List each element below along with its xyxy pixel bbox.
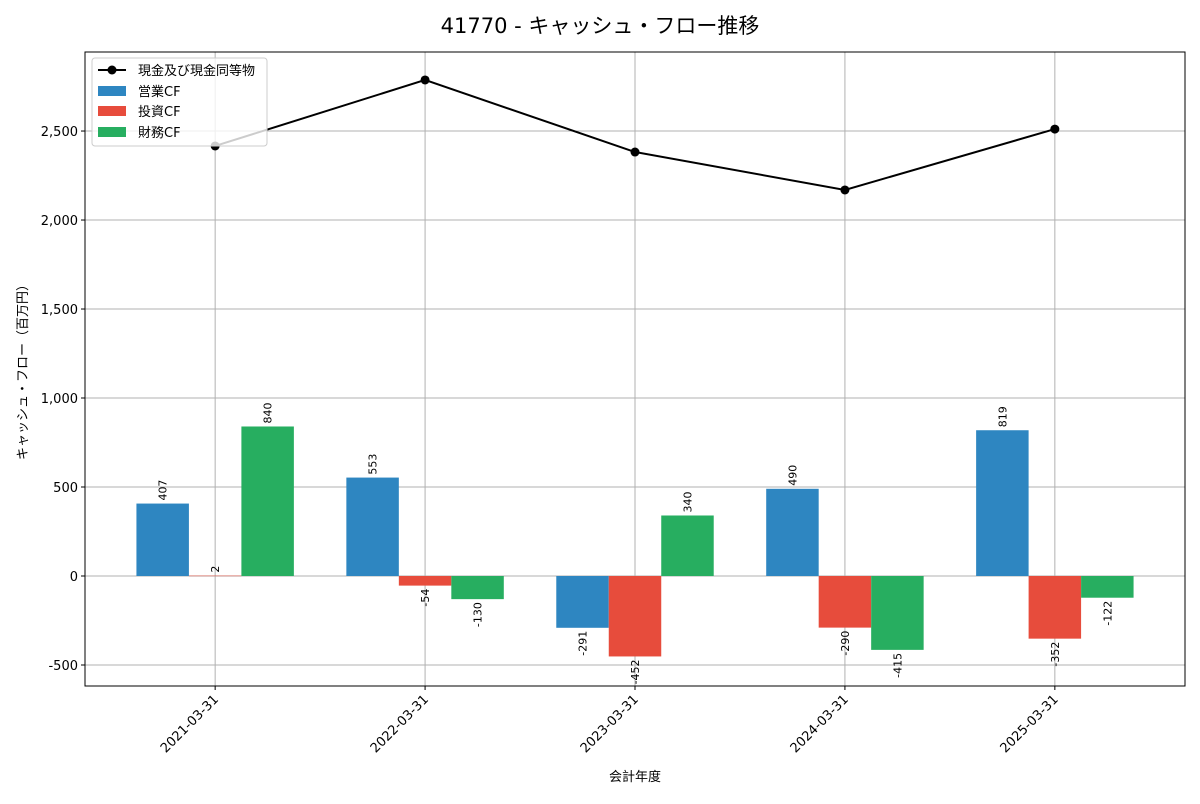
bar-value-label: -452	[629, 659, 642, 684]
legend-label-financing: 財務CF	[138, 126, 181, 141]
cash-line-point	[1050, 124, 1060, 134]
bar-value-label: -352	[1049, 642, 1062, 667]
y-axis-label: キャッシュ・フロー（百万円）	[16, 278, 31, 460]
bar-value-label: 490	[786, 465, 799, 486]
bars	[136, 426, 1134, 657]
bar-営業CF	[556, 576, 609, 628]
bar-value-label: -130	[472, 602, 485, 627]
bar-value-label: -415	[891, 653, 904, 678]
bar-営業CF	[976, 430, 1029, 577]
y-axis-ticks: -500 0 500 1,000 1,500 2,000 2,500	[41, 125, 85, 674]
legend-swatch-financing	[98, 127, 126, 137]
x-axis-ticks: 2021-03-31 2022-03-31 2023-03-31 2024-03-31…	[158, 686, 1062, 756]
bar-value-label: 340	[681, 491, 694, 512]
x-tick-label: 2021-03-31	[158, 692, 222, 756]
bar-投資CF	[398, 576, 452, 586]
bar-財務CF	[1081, 576, 1134, 598]
bar-投資CF	[188, 575, 242, 577]
bar-財務CF	[871, 576, 924, 650]
legend-swatch-operating	[98, 86, 126, 96]
x-axis-label: 会計年度	[609, 769, 661, 785]
legend: 現金及び現金同等物 営業CF 投資CF 財務CF	[91, 57, 268, 147]
bar-投資CF	[1028, 576, 1082, 639]
bar-labels: 407 553 -291 490 819 2 -54 -452 -290 -352 840 -130 3…	[157, 402, 1115, 684]
bar-value-label: 407	[157, 480, 170, 501]
legend-swatch-investing	[98, 106, 126, 116]
x-tick-label: 2023-03-31	[578, 692, 642, 756]
bar-財務CF	[451, 576, 504, 600]
y-tick-label: 1,500	[41, 303, 78, 318]
bar-value-label: -290	[839, 631, 852, 656]
bar-投資CF	[608, 576, 662, 657]
y-tick-label: 2,500	[41, 125, 78, 140]
bar-value-label: 2	[209, 566, 222, 573]
y-tick-label: 2,000	[41, 214, 78, 229]
bar-財務CF	[241, 426, 294, 577]
legend-label-investing: 投資CF	[138, 104, 181, 120]
y-tick-label: 500	[53, 481, 78, 496]
bar-value-label: 840	[262, 402, 275, 423]
bar-営業CF	[346, 477, 399, 577]
bar-営業CF	[766, 488, 819, 577]
bar-財務CF	[661, 515, 714, 577]
bar-value-label: 819	[996, 406, 1009, 427]
legend-label-cash: 現金及び現金同等物	[138, 63, 255, 79]
cash-line-point	[420, 75, 430, 85]
bar-value-label: 553	[367, 454, 380, 475]
chart-title: 41770 - キャッシュ・フロー推移	[441, 14, 760, 38]
x-tick-label: 2024-03-31	[788, 692, 852, 756]
legend-label-operating: 営業CF	[138, 84, 181, 100]
legend-line-marker	[107, 65, 117, 75]
bar-営業CF	[136, 503, 189, 577]
cash-line-point	[630, 147, 640, 157]
bar-value-label: -291	[577, 631, 590, 656]
x-tick-label: 2022-03-31	[368, 692, 432, 756]
y-tick-label: 0	[70, 570, 78, 585]
bar-投資CF	[818, 576, 872, 628]
bar-value-label: -54	[419, 589, 432, 607]
y-tick-label: 1,000	[41, 392, 78, 407]
bar-value-label: -122	[1101, 601, 1114, 626]
x-tick-label: 2025-03-31	[998, 692, 1062, 756]
legend-box	[91, 57, 268, 147]
y-tick-label: -500	[48, 659, 78, 674]
cash-line-point	[840, 185, 850, 195]
